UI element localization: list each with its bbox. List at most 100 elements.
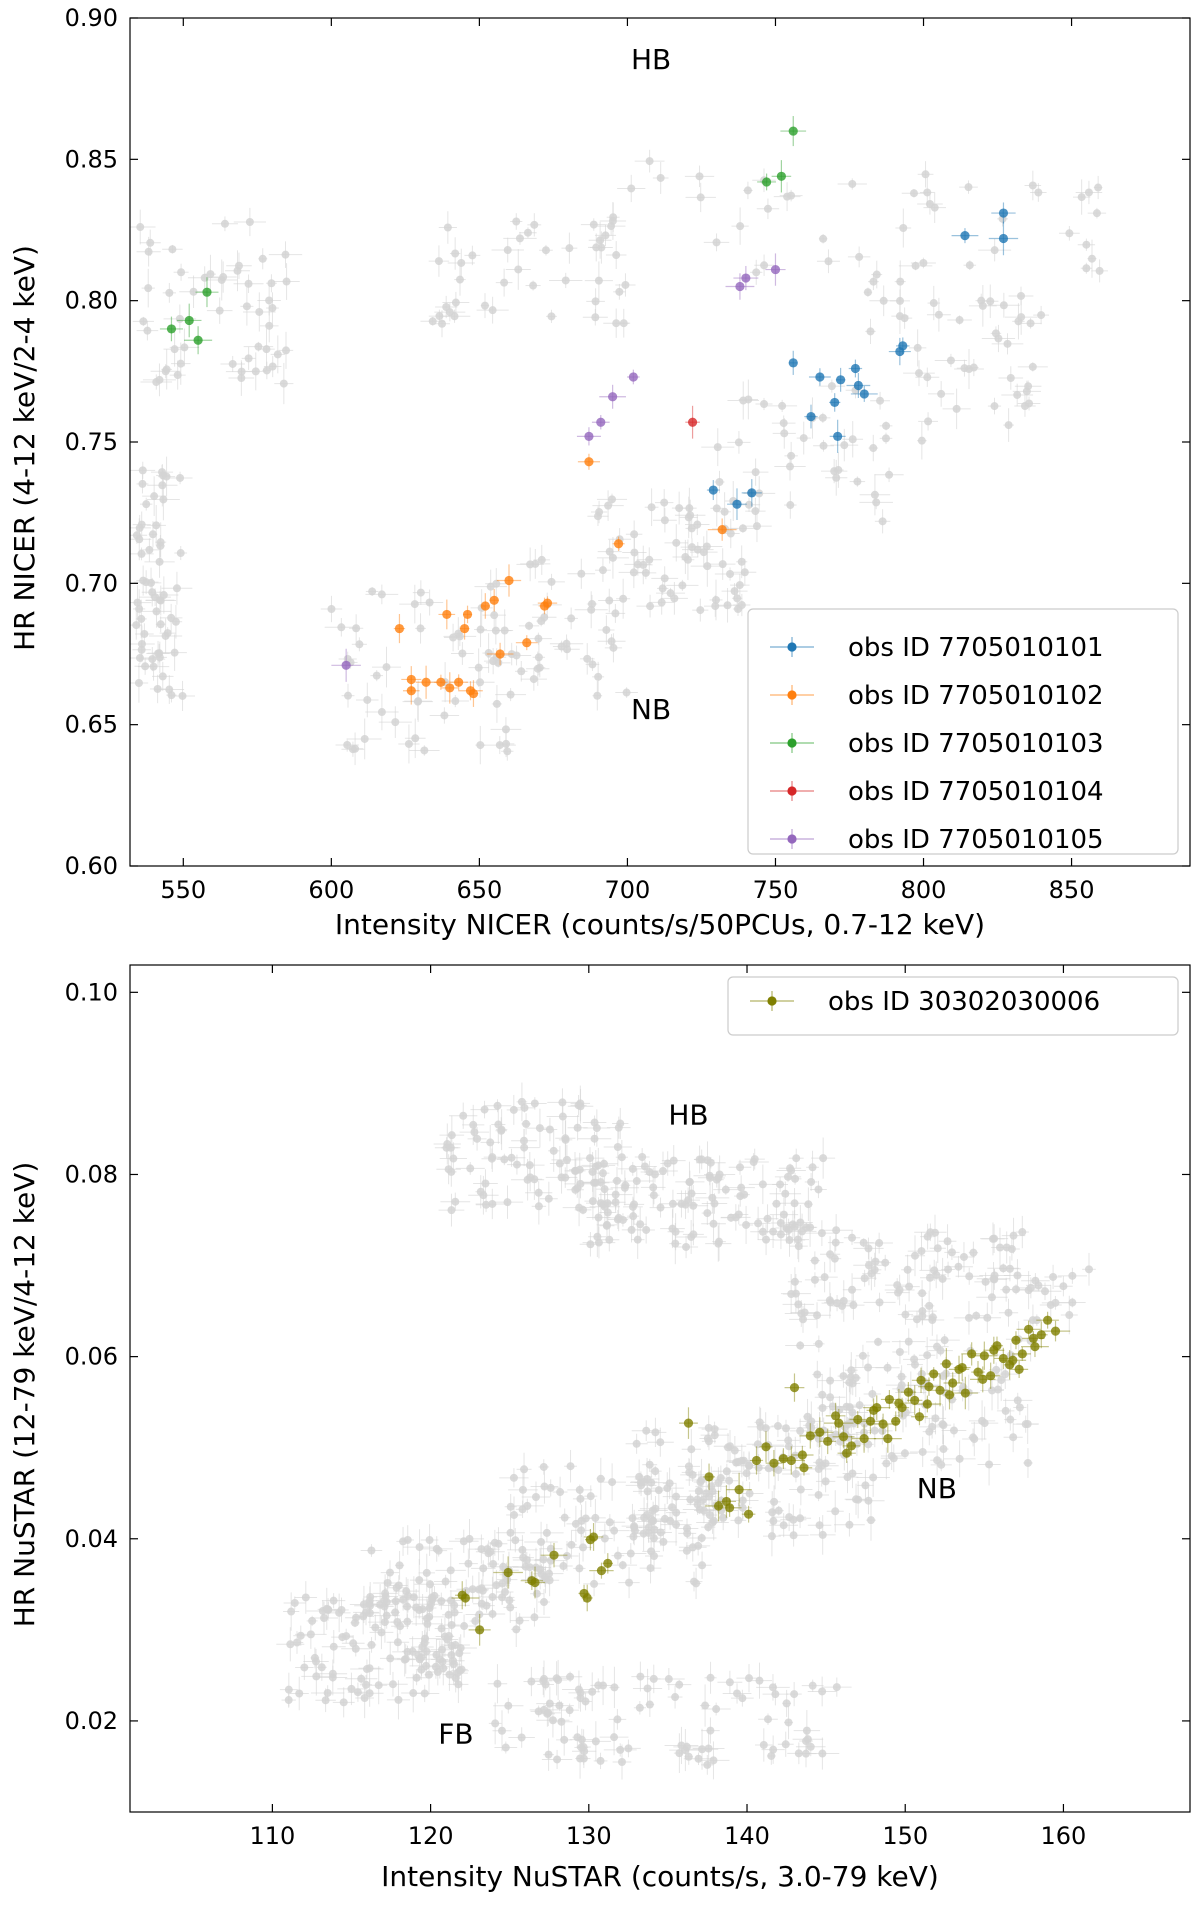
data-point xyxy=(421,677,431,687)
background-point xyxy=(1013,1396,1022,1405)
background-point xyxy=(254,342,263,351)
background-point xyxy=(630,530,639,539)
background-point xyxy=(776,1180,785,1189)
background-point xyxy=(969,363,978,372)
background-point xyxy=(827,382,836,391)
background-point xyxy=(635,1703,644,1712)
background-point xyxy=(870,490,879,499)
background-point xyxy=(546,1483,555,1492)
background-point xyxy=(654,1486,663,1495)
background-point xyxy=(745,1489,754,1498)
background-point xyxy=(847,1366,856,1375)
background-point xyxy=(711,602,720,611)
background-point xyxy=(737,557,746,566)
background-point xyxy=(494,1120,503,1129)
background-point xyxy=(511,1536,520,1545)
background-point xyxy=(506,1603,515,1612)
data-point xyxy=(922,1399,932,1409)
legend-marker xyxy=(787,786,797,796)
background-point xyxy=(268,362,277,371)
background-point xyxy=(542,1528,551,1537)
background-point xyxy=(610,1733,619,1742)
background-point xyxy=(790,1222,799,1231)
background-point xyxy=(159,495,168,504)
background-point xyxy=(367,1546,376,1555)
background-point xyxy=(335,1608,344,1617)
background-point xyxy=(630,1522,639,1531)
background-point xyxy=(534,1202,543,1211)
background-point xyxy=(372,671,381,680)
background-point xyxy=(156,620,165,629)
background-point xyxy=(693,520,702,529)
background-point xyxy=(937,389,946,398)
data-point xyxy=(584,457,594,467)
data-point xyxy=(838,1432,849,1442)
background-point xyxy=(601,231,610,240)
background-point xyxy=(1002,1285,1011,1294)
background-point xyxy=(455,632,464,641)
background-point xyxy=(804,1200,813,1209)
y-tick-label: 0.08 xyxy=(65,1160,118,1188)
background-point xyxy=(624,1744,633,1753)
background-point xyxy=(579,1543,588,1552)
data-point xyxy=(786,1455,796,1466)
background-point xyxy=(778,401,787,410)
background-point xyxy=(156,541,165,550)
background-point xyxy=(155,596,164,605)
data-point xyxy=(468,688,479,699)
background-point xyxy=(612,251,621,260)
background-point xyxy=(918,1307,927,1316)
background-point xyxy=(934,310,943,319)
background-point xyxy=(596,236,605,245)
background-point xyxy=(756,1422,765,1431)
background-point xyxy=(447,1206,456,1215)
annotation-label: HB xyxy=(668,1098,708,1131)
background-point xyxy=(228,359,237,368)
background-point xyxy=(670,594,679,603)
background-point xyxy=(141,662,150,671)
background-point xyxy=(785,1236,794,1245)
data-point xyxy=(522,638,532,648)
background-point xyxy=(745,1461,754,1470)
background-point xyxy=(176,473,185,482)
data-point xyxy=(445,683,455,693)
background-point xyxy=(796,1426,805,1435)
background-point xyxy=(990,246,999,255)
background-point xyxy=(769,1227,778,1236)
series-2 xyxy=(393,453,737,707)
x-tick-label: 110 xyxy=(249,1822,295,1850)
data-point xyxy=(815,372,825,382)
background-point xyxy=(672,538,681,547)
background-point xyxy=(1004,421,1013,430)
background-point xyxy=(329,1642,338,1651)
background-point xyxy=(425,598,434,607)
background-point xyxy=(810,1275,819,1284)
background-point xyxy=(1022,387,1031,396)
background-point xyxy=(265,296,274,305)
background-point xyxy=(864,1496,873,1505)
background-point xyxy=(960,364,969,373)
background-point xyxy=(727,1213,736,1222)
background-point xyxy=(491,1719,500,1728)
background-point xyxy=(621,280,630,289)
background-point xyxy=(848,1285,857,1294)
data-point xyxy=(910,1395,920,1405)
background-point xyxy=(1037,311,1046,320)
background-point xyxy=(537,555,546,564)
background-point xyxy=(699,548,708,557)
background-point xyxy=(329,1596,338,1605)
background-point xyxy=(713,443,722,452)
background-point xyxy=(685,1177,694,1186)
background-point xyxy=(357,1674,366,1683)
background-point xyxy=(594,672,603,681)
background-point xyxy=(549,1146,558,1155)
background-point xyxy=(866,327,875,336)
background-point xyxy=(400,1655,409,1664)
background-point xyxy=(286,1640,295,1649)
background-point xyxy=(451,298,460,307)
background-point xyxy=(547,312,556,321)
data-point xyxy=(503,1567,513,1578)
background-point xyxy=(619,594,628,603)
background-point xyxy=(604,501,613,510)
background-point xyxy=(531,1563,540,1572)
